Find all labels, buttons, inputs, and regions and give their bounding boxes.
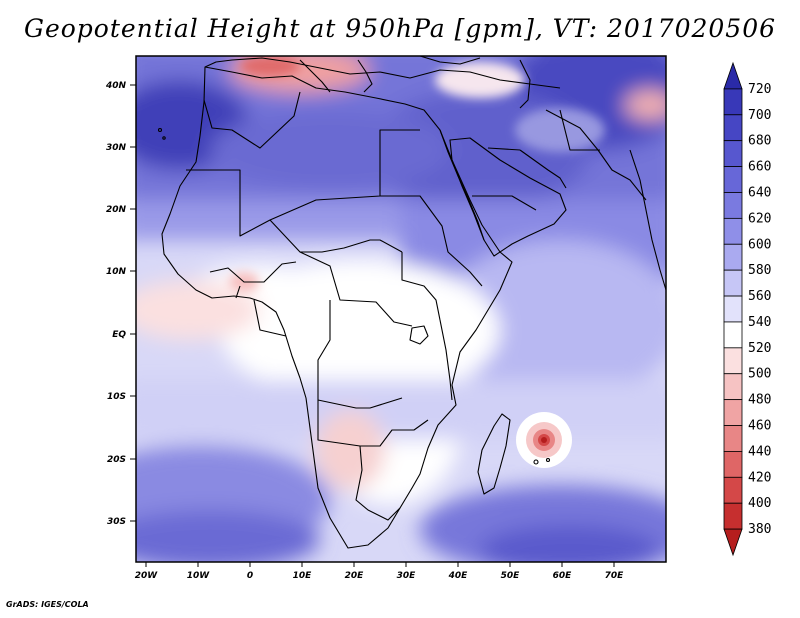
colorbar-label: 680 [748,134,771,149]
lon-label: 30E [397,571,417,581]
lon-axis [145,562,615,567]
colorbar-swatch [723,528,743,557]
colorbar-label: 400 [748,496,771,511]
colorbar-label: 540 [748,315,771,330]
colorbar-swatch [723,217,743,245]
colorbar-swatch [723,295,743,323]
lon-label: 10W [187,571,211,581]
lat-label: 30S [107,517,126,527]
colorbar-swatch [723,114,743,142]
colorbar-label: 600 [748,237,771,252]
lon-label: 20W [135,571,159,581]
lon-label: 20E [345,571,365,581]
colorbar-label: 520 [748,341,771,356]
colorbar-swatch [723,347,743,375]
lat-label: 20N [106,205,127,215]
lat-label: 20S [107,455,126,465]
lon-label: 60E [553,571,573,581]
lat-label: EQ [112,330,126,340]
lat-labels: 40N 30N 20N 10N EQ 10S 20S 30S [105,81,127,527]
lat-label: 10N [106,267,127,277]
colorbar-label: 500 [748,367,771,382]
lat-label: 40N [105,81,127,91]
height-field [136,56,666,562]
lon-label: 0 [247,571,253,581]
colorbar-label: 640 [748,185,771,200]
colorbar-swatch [723,140,743,167]
colorbar-label: 700 [748,108,771,123]
colorbar-swatch [723,61,743,90]
lon-label: 40E [448,571,469,581]
colorbar-swatch [723,192,743,219]
colorbar-label: 660 [748,160,771,175]
colorbar-swatch [723,243,743,271]
map-title: Geopotential Height at 950hPa [gpm], VT:… [23,14,777,43]
colorbar-label: 560 [748,289,771,304]
colorbar-swatch [723,425,743,452]
lon-label: 10E [293,571,313,581]
cyclone-low [516,412,572,468]
colorbar-swatch [723,502,743,530]
colorbar-label: 460 [748,419,771,434]
colorbar-swatch [723,321,743,349]
lon-label: 70E [605,571,625,581]
colorbar-label: 440 [748,444,771,459]
colorbar-label: 720 [748,82,771,97]
colorbar-swatch [723,269,743,297]
colorbar-label: 420 [748,470,771,485]
lon-label: 50E [501,571,521,581]
colorbar-legend: 720 700 680 660 640 620 600 580 560 540 520 500 480 4… [723,61,771,557]
grads-credit: GrADS: IGES/COLA [6,600,89,609]
lon-labels: 20W 10W 0 10E 20E 30E 40E 50E 60E 70E [135,571,624,581]
coastlines [157,56,666,549]
lat-label: 30N [106,143,127,153]
colorbar-swatch [723,476,743,504]
colorbar-label: 480 [748,393,771,408]
colorbar-label: 580 [748,263,771,278]
colorbar-swatch [723,166,743,193]
lat-label: 10S [107,392,126,402]
lat-axis [130,84,136,522]
colorbar-swatch [723,373,743,401]
colorbar-swatch [723,88,743,116]
colorbar-label: 380 [748,522,771,537]
plot-frame [135,55,667,563]
colorbar-swatch [723,451,743,478]
colorbar-label: 620 [748,211,771,226]
colorbar-swatch [723,399,743,426]
